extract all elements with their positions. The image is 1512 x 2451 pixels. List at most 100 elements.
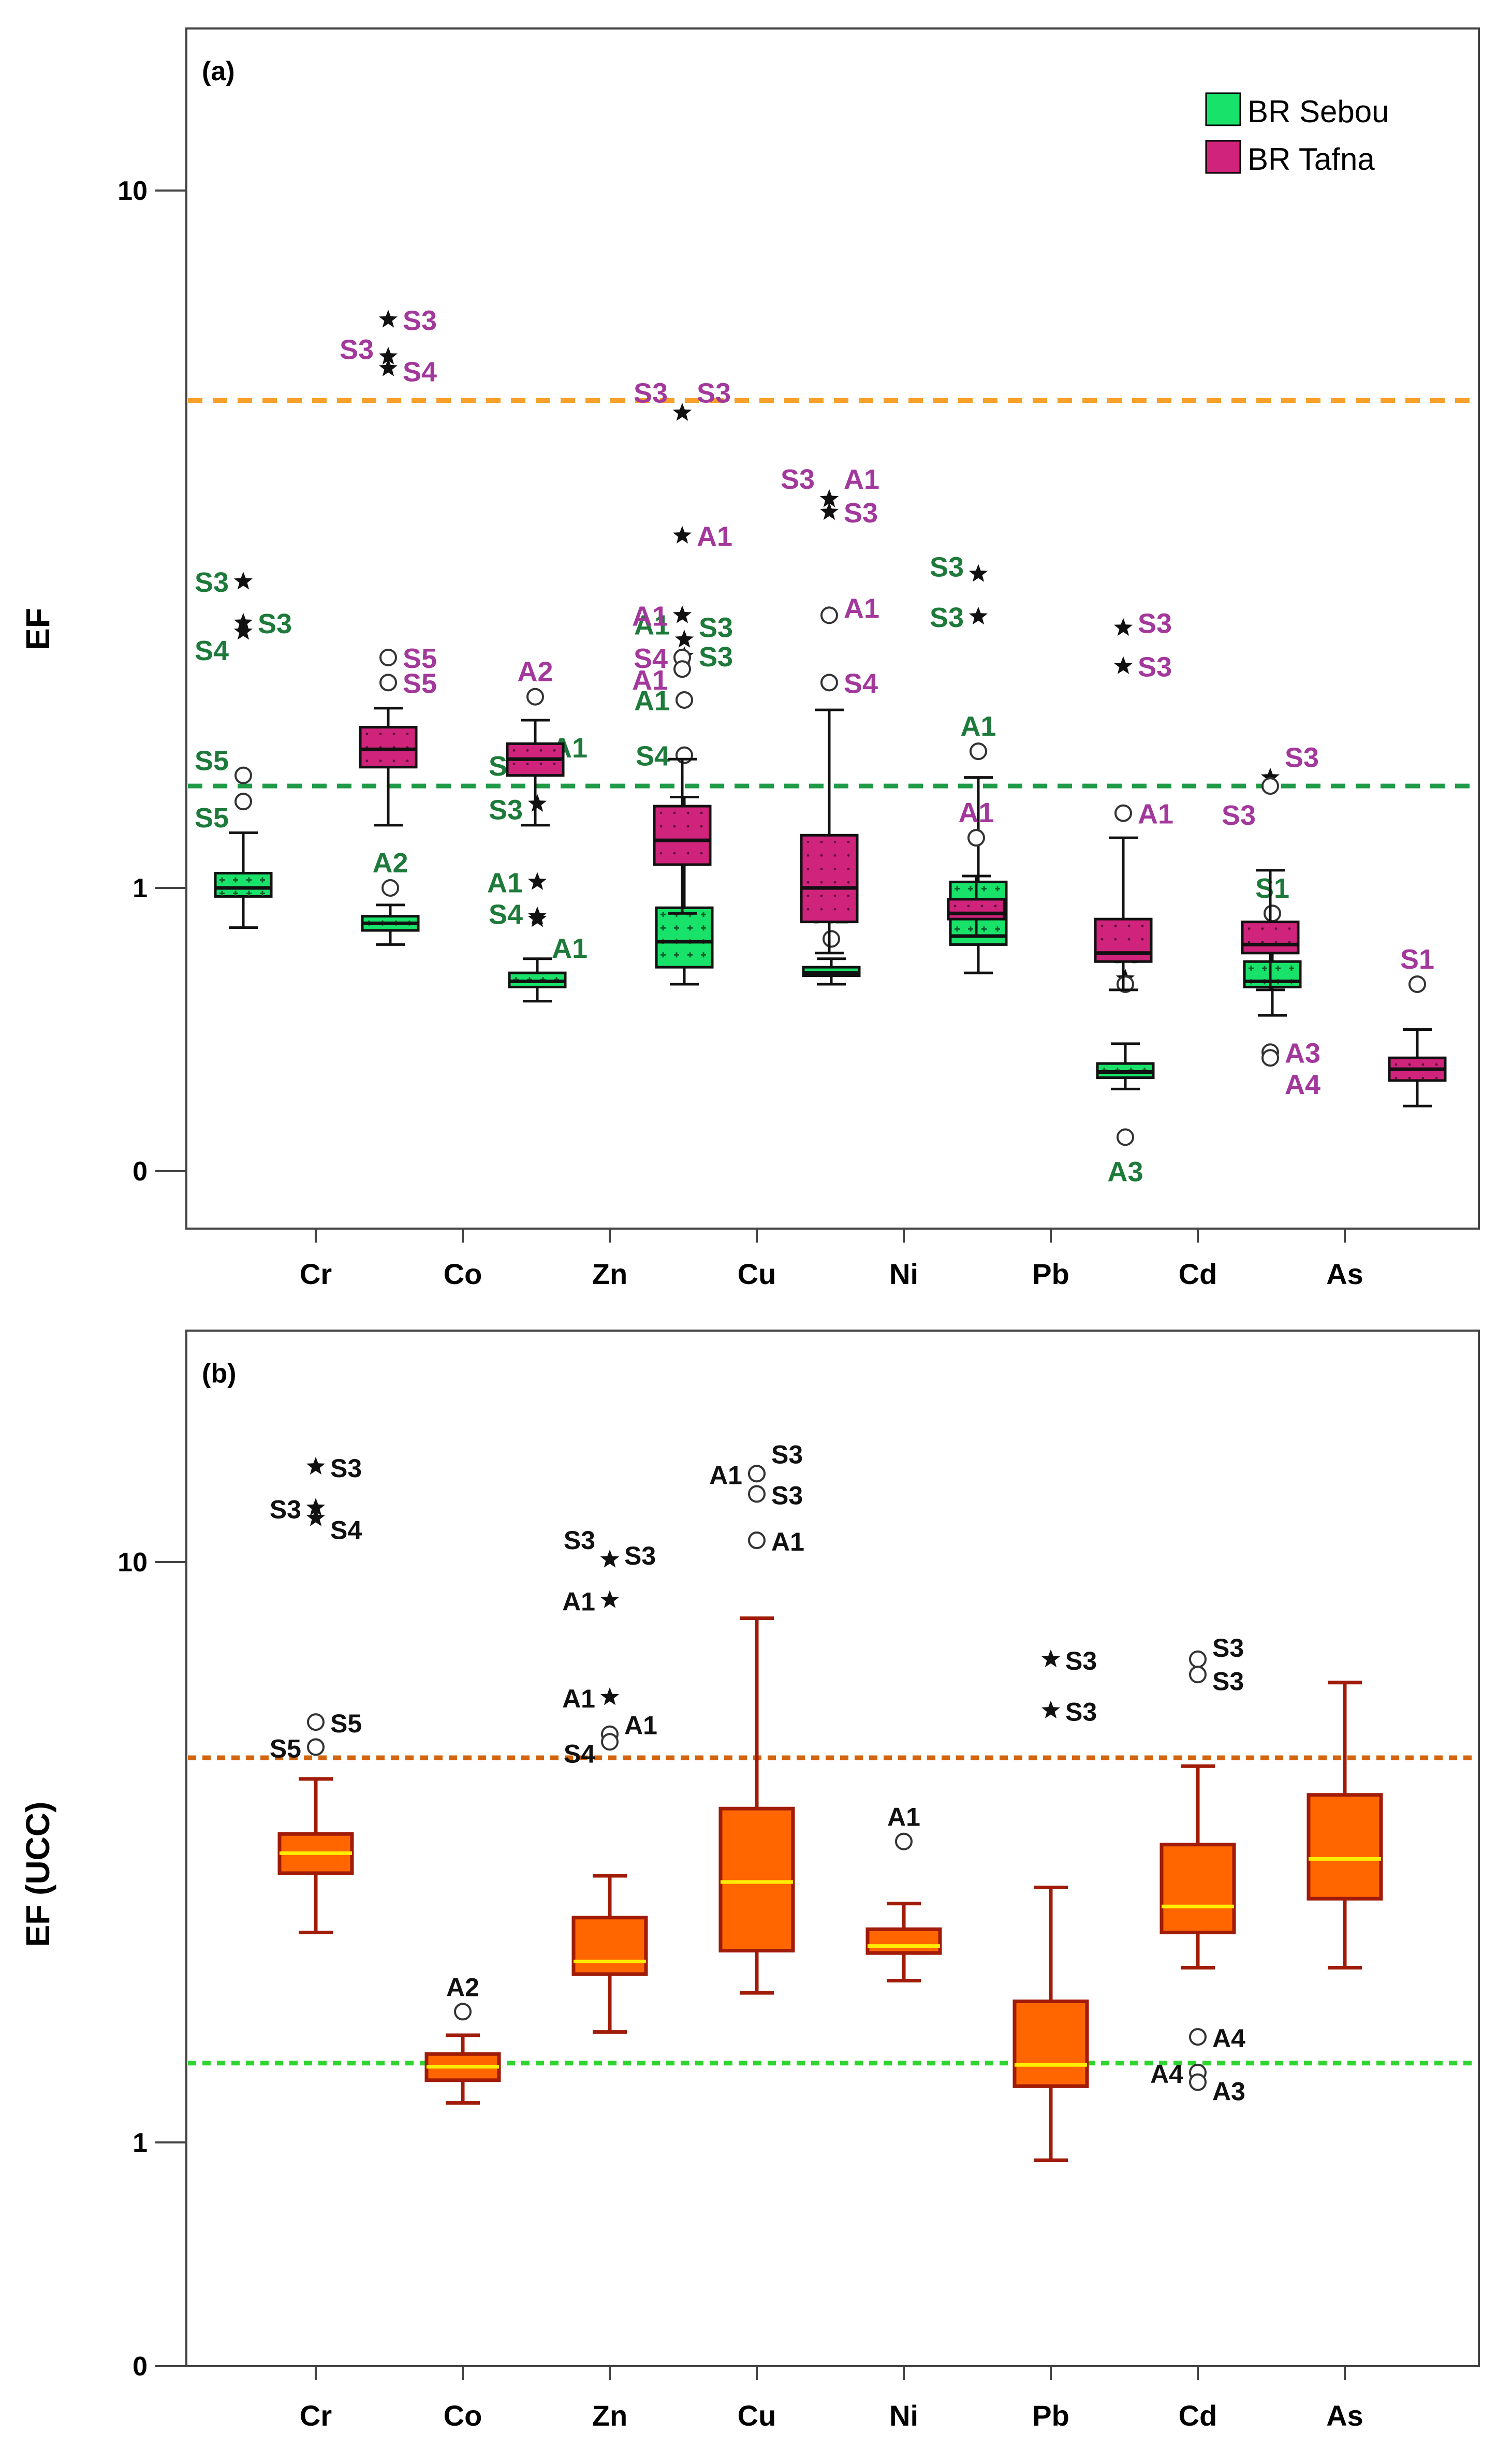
box-pattern-mark	[379, 733, 382, 735]
outlier-circle-marker	[1263, 1050, 1278, 1066]
outlier-label: S4	[403, 356, 437, 387]
outlier-label: A1	[960, 711, 996, 742]
outlier-circle-marker	[968, 830, 984, 845]
box-pattern-mark	[673, 812, 676, 814]
box-pattern-mark	[1128, 925, 1131, 927]
figure: (a) EF 10 1 0 Cr Co Zn Cu Ni Pb Cd	[0, 0, 1512, 2451]
outlier-label: S3	[403, 305, 437, 336]
outlier-label: S3	[930, 552, 964, 583]
box-pattern-mark	[807, 854, 810, 857]
outlier-label: A3	[1212, 2077, 1245, 2106]
box-pattern-mark	[513, 763, 516, 765]
box-pattern-mark	[540, 763, 542, 765]
outlier-label: A1	[771, 1527, 804, 1556]
legend-label-br-tafna: BR Tafna	[1247, 142, 1375, 177]
iqr-box	[1242, 922, 1298, 953]
outlier-circle-marker	[749, 1533, 765, 1548]
outlier-label: A4	[1285, 1069, 1320, 1100]
panel-b-xtick-label: Cd	[1179, 2399, 1217, 2432]
iqr-box	[721, 1808, 793, 1950]
outlier-label: S3	[771, 1440, 803, 1469]
box-pattern-mark	[1101, 925, 1104, 927]
box-pattern-mark	[820, 881, 823, 884]
outlier-label: S3	[489, 795, 523, 826]
box-pattern-mark	[406, 733, 409, 735]
outlier-label: S3	[781, 464, 815, 495]
box-pattern-mark	[660, 825, 663, 828]
outlier-circle-marker	[674, 661, 690, 677]
outlier-circle-marker	[677, 748, 692, 763]
box-pattern-mark	[954, 904, 957, 907]
box-pattern-mark	[820, 868, 823, 870]
box-pattern-mark	[1275, 927, 1278, 930]
box-pattern-mark	[820, 895, 823, 897]
outlier-label: S4	[195, 635, 229, 666]
outlier-label: A1	[958, 797, 994, 828]
outlier-label: S3	[1138, 608, 1172, 639]
outlier-circle-marker	[677, 692, 692, 708]
box-pattern-mark	[834, 854, 836, 857]
box-pattern-mark	[1101, 938, 1104, 941]
box-pattern-mark	[820, 841, 823, 843]
outlier-circle-marker	[821, 675, 837, 690]
box-pattern-mark	[366, 760, 369, 762]
box-pattern-mark	[1408, 1063, 1411, 1066]
panel-b-ytick-1: 1	[133, 2128, 148, 2158]
box-pattern-mark	[807, 868, 810, 870]
outlier-circle-marker	[1190, 2075, 1206, 2090]
outlier-label: S3	[699, 641, 733, 673]
outlier-label: S3	[340, 334, 374, 366]
panel-b-xtick-label: Cu	[738, 2399, 776, 2432]
outlier-label: S5	[195, 803, 229, 834]
panel-b-label: (b)	[202, 1359, 236, 1389]
outlier-circle-marker	[383, 880, 398, 896]
box-pattern-mark	[393, 733, 395, 735]
outlier-label: S3	[1212, 1633, 1244, 1662]
iqr-box	[1015, 2002, 1087, 2087]
outlier-label: S3	[564, 1526, 595, 1555]
outlier-label: A1	[624, 1711, 657, 1740]
box-pattern-mark	[1261, 927, 1264, 930]
outlier-circle-marker	[308, 1739, 324, 1755]
box-pattern-mark	[526, 763, 529, 765]
outlier-circle-marker	[1190, 1667, 1206, 1682]
outlier-label: A1	[709, 1461, 742, 1490]
outlier-label: S3	[697, 377, 731, 408]
box-pattern-mark	[700, 852, 703, 855]
box-pattern-mark	[513, 749, 516, 752]
panel-b-xtick-label: Zn	[592, 2399, 627, 2432]
box-pattern-mark	[393, 760, 395, 762]
iqr-box	[868, 1929, 940, 1953]
legend-swatch-br-tafna	[1206, 141, 1240, 173]
box-pattern-mark	[1435, 1077, 1438, 1079]
box-pattern-mark	[1114, 925, 1117, 927]
outlier-label: S1	[1400, 944, 1434, 975]
box-pattern-mark	[981, 904, 983, 907]
iqr-box	[1162, 1845, 1234, 1933]
box-pattern-mark	[1435, 1063, 1438, 1066]
outlier-circle-marker	[236, 794, 251, 809]
outlier-label: S3	[634, 377, 668, 408]
outlier-circle-marker	[602, 1734, 618, 1749]
box-pattern-mark	[673, 852, 676, 855]
outlier-label: A3	[1285, 1038, 1320, 1069]
outlier-label: A1	[844, 593, 879, 624]
outlier-label: A1	[632, 601, 668, 632]
box-pattern-mark	[1114, 938, 1117, 941]
panel-a-ylabel: EF	[19, 608, 56, 650]
outlier-circle-marker	[749, 1466, 765, 1481]
panel-a-ytick-10: 10	[118, 176, 148, 206]
box-pattern-mark	[366, 733, 369, 735]
box-pattern-mark	[526, 749, 529, 752]
legend-label-br-sebou: BR Sebou	[1247, 94, 1389, 129]
outlier-circle-marker	[1190, 1652, 1206, 1667]
outlier-label: S3	[844, 498, 878, 529]
panel-b-xtick-label: Pb	[1032, 2399, 1069, 2432]
panel-b-ylabel: EF (UCC)	[19, 1802, 56, 1947]
box-pattern-mark	[1141, 925, 1144, 927]
outlier-circle-marker	[1190, 2029, 1206, 2045]
outlier-circle-marker	[821, 607, 837, 623]
panel-b-xtick-label: As	[1326, 2399, 1363, 2432]
box-pattern-mark	[700, 812, 703, 814]
outlier-label: A1	[552, 933, 588, 964]
